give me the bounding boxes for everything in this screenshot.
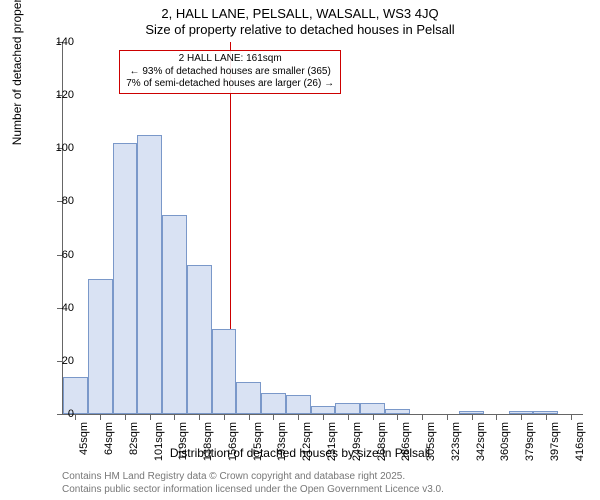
histogram-bar [261,393,286,414]
y-axis-title: Number of detached properties [10,0,24,145]
x-tick [75,414,76,420]
x-tick [298,414,299,420]
y-tick-label: 100 [44,142,74,154]
x-tick [422,414,423,420]
x-tick [521,414,522,420]
y-tick-label: 60 [44,249,74,261]
y-tick-label: 40 [44,302,74,314]
x-tick [348,414,349,420]
histogram-bar [137,135,162,414]
y-tick-label: 0 [44,408,74,420]
x-tick [100,414,101,420]
x-tick-label: 193sqm [276,422,288,466]
histogram-bar [286,395,311,414]
x-tick [224,414,225,420]
y-tick-label: 120 [44,89,74,101]
x-tick-label: 323sqm [450,422,462,466]
callout-line: 2 HALL LANE: 161sqm [126,53,334,66]
x-tick-label: 305sqm [425,422,437,466]
x-tick [273,414,274,420]
y-tick-label: 80 [44,195,74,207]
histogram-bar [162,215,187,414]
x-tick [373,414,374,420]
callout-line: ← 93% of detached houses are smaller (36… [126,66,334,79]
histogram-bar [236,382,261,414]
histogram-bar [113,143,138,414]
x-tick-label: 138sqm [202,422,214,466]
x-tick-label: 231sqm [326,422,338,466]
histogram-bar [335,403,360,414]
x-tick-label: 45sqm [78,422,90,466]
x-tick [447,414,448,420]
x-tick-label: 397sqm [549,422,561,466]
x-tick-label: 360sqm [499,422,511,466]
histogram-bar [88,279,113,415]
x-tick-label: 268sqm [376,422,388,466]
x-tick-label: 64sqm [103,422,115,466]
x-tick-label: 101sqm [153,422,165,466]
x-tick [174,414,175,420]
footer-line1: Contains HM Land Registry data © Crown c… [62,470,444,483]
x-tick-label: 212sqm [301,422,313,466]
callout-line: 7% of semi-detached houses are larger (2… [126,78,334,91]
y-tick-label: 140 [44,36,74,48]
x-tick [323,414,324,420]
x-tick [249,414,250,420]
x-tick [472,414,473,420]
x-tick [571,414,572,420]
x-tick [397,414,398,420]
marker-callout: 2 HALL LANE: 161sqm← 93% of detached hou… [119,50,341,94]
x-tick [546,414,547,420]
chart-title-sub: Size of property relative to detached ho… [0,22,600,37]
x-tick [125,414,126,420]
histogram-bar [187,265,212,414]
plot-area: 2 HALL LANE: 161sqm← 93% of detached hou… [62,42,583,415]
x-tick-label: 82sqm [128,422,140,466]
x-tick [150,414,151,420]
x-tick-label: 286sqm [400,422,412,466]
x-tick-label: 342sqm [475,422,487,466]
y-tick-label: 20 [44,355,74,367]
x-tick-label: 119sqm [177,422,189,466]
x-tick-label: 416sqm [574,422,586,466]
footer: Contains HM Land Registry data © Crown c… [62,470,444,496]
histogram-bar [212,329,237,414]
footer-line2: Contains public sector information licen… [62,483,444,496]
x-tick-label: 156sqm [227,422,239,466]
histogram-bar [311,406,336,414]
x-tick-label: 379sqm [524,422,536,466]
x-tick-label: 249sqm [351,422,363,466]
chart-title-main: 2, HALL LANE, PELSALL, WALSALL, WS3 4JQ [0,6,600,21]
x-tick [496,414,497,420]
histogram-bar [360,403,385,414]
x-tick [199,414,200,420]
chart-container: 2, HALL LANE, PELSALL, WALSALL, WS3 4JQ … [0,0,600,500]
x-tick-label: 175sqm [252,422,264,466]
